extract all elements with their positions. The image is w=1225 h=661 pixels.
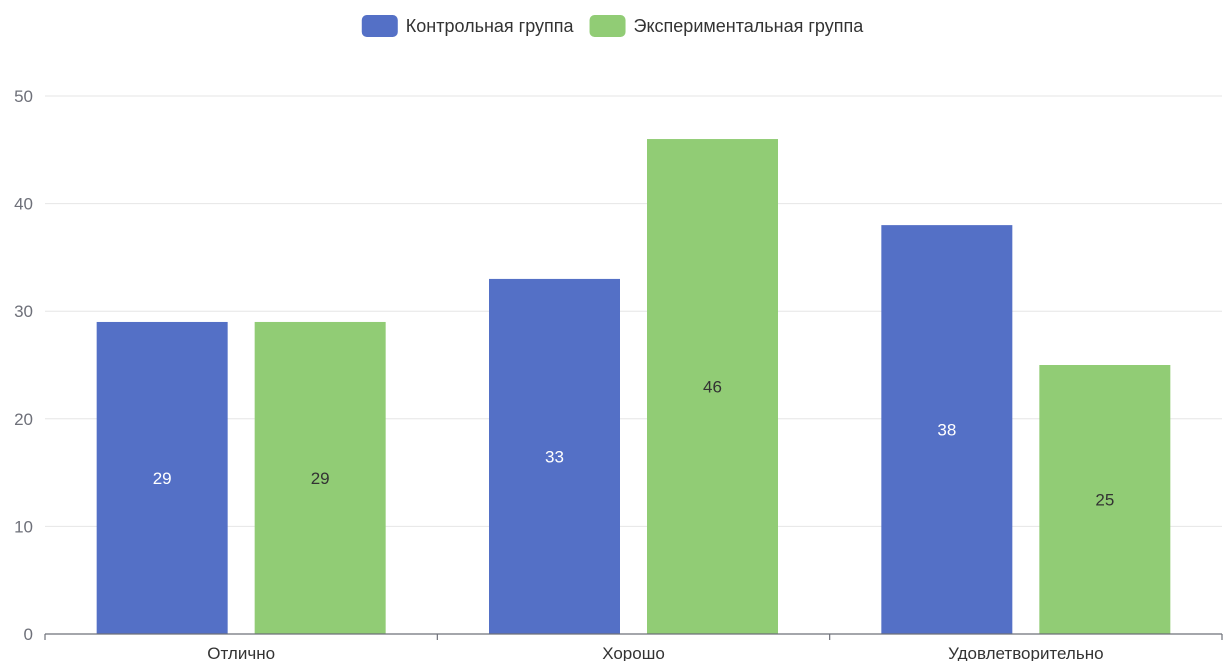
x-category-label: Удовлетворительно [948,644,1103,661]
bar-value-label: 33 [545,447,564,466]
legend[interactable]: Контрольная группа Экспериментальная груп… [361,15,865,37]
bar-control[interactable] [96,321,228,634]
legend-swatch [589,15,626,37]
bar-control[interactable] [489,278,620,634]
bar-value-label: 38 [937,421,956,440]
x-category-label: Отлично [207,644,275,661]
y-tick-label: 0 [24,625,33,644]
bar-value-label: 46 [703,378,722,397]
bar-value-label: 29 [311,469,330,488]
legend-label: Экспериментальная группа [634,16,865,36]
grid-lines [45,95,1222,527]
legend-item-experimental[interactable]: Экспериментальная группа [589,15,865,37]
legend-item-control[interactable]: Контрольная группа [361,15,575,37]
y-tick-label: 50 [14,87,33,106]
bars: 29 29 33 46 38 25 [96,139,1171,635]
x-category-label: Хорошо [602,644,665,661]
bar-value-label: 29 [153,469,172,488]
bar-value-label: 25 [1095,491,1114,510]
legend-label: Контрольная группа [406,16,575,36]
y-tick-label: 40 [14,195,33,214]
bar-experimental[interactable] [1039,365,1171,634]
bar-experimental[interactable] [647,139,778,635]
y-tick-label: 30 [14,302,33,321]
y-tick-label: 10 [14,517,33,536]
y-tick-label: 20 [14,410,33,429]
bar-experimental[interactable] [254,321,386,634]
axes: 0 10 20 30 40 50 Отлично Хорошо Удовлетворительн… [14,87,1223,661]
bar-control[interactable] [881,225,1013,634]
legend-swatch [361,15,398,37]
